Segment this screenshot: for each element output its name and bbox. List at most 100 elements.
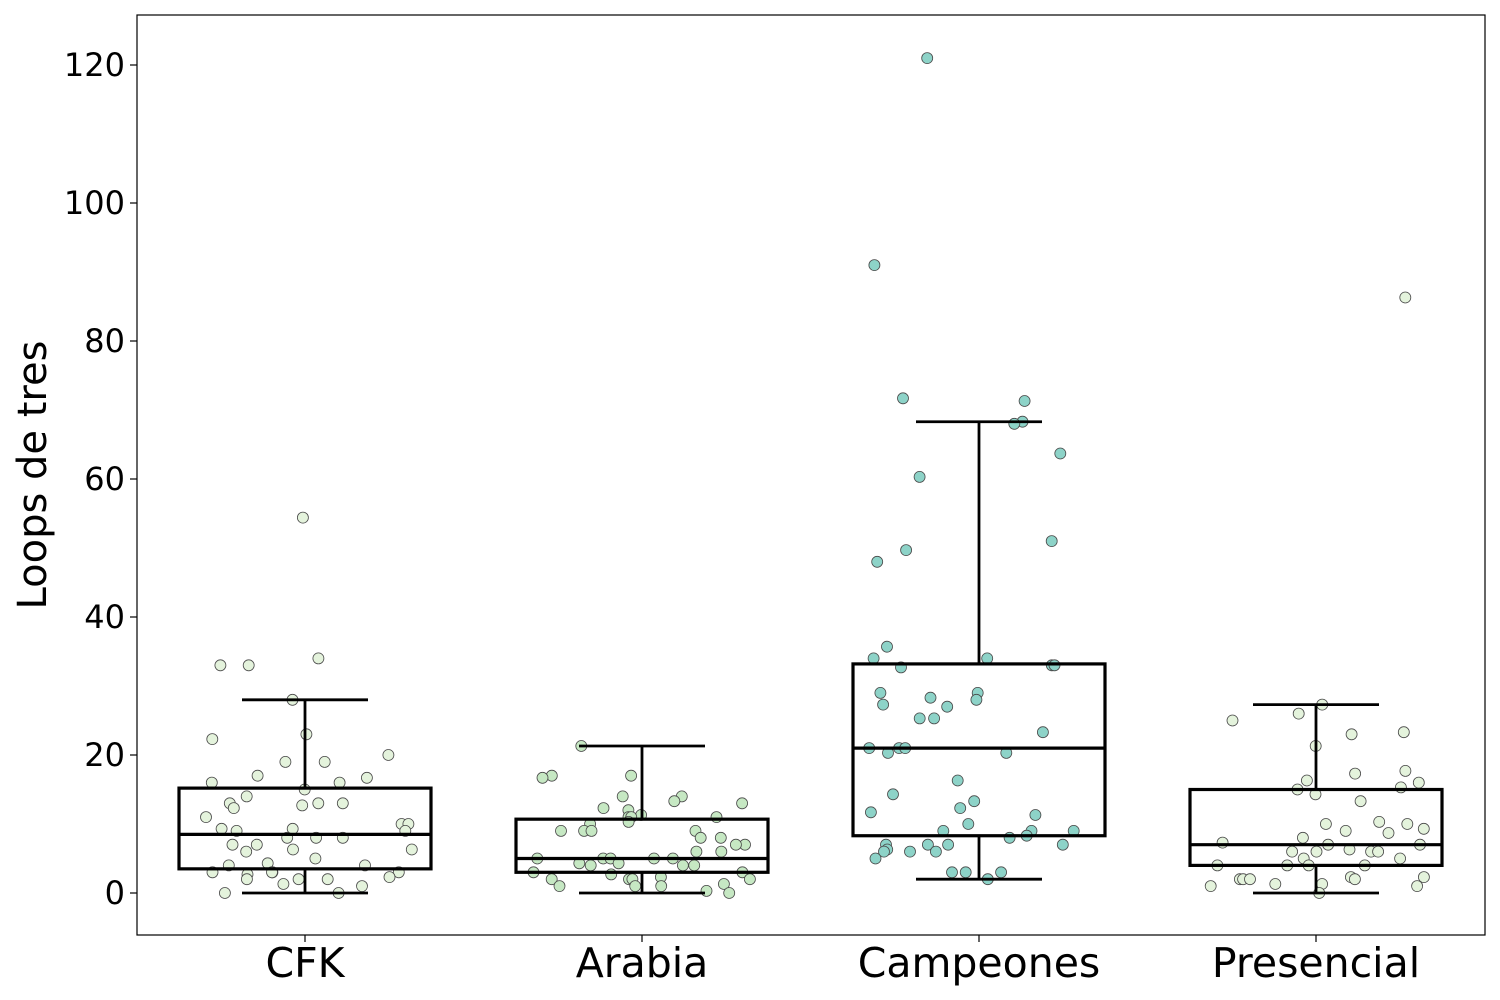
data-point-arabia <box>584 859 597 872</box>
data-point-arabia <box>585 825 598 837</box>
data-point-arabia <box>723 887 736 899</box>
data-point-campeones <box>924 691 937 704</box>
data-point-arabia <box>553 880 566 892</box>
boxes-layer <box>177 420 1444 895</box>
data-point-cfk <box>215 822 228 835</box>
data-point-cfk <box>240 873 253 886</box>
data-point-campeones <box>951 774 964 787</box>
data-point-arabia <box>736 797 748 810</box>
data-point-campeones <box>878 845 890 858</box>
data-point-presencial <box>1269 878 1282 890</box>
data-point-campeones <box>1008 417 1021 430</box>
data-point-campeones <box>881 640 893 653</box>
data-point-cfk <box>200 811 212 823</box>
data-point-presencial <box>1226 714 1239 727</box>
data-point-cfk <box>405 843 418 856</box>
data-point-campeones <box>867 652 880 665</box>
data-point-arabia <box>710 811 723 823</box>
data-point-cfk <box>360 771 373 784</box>
data-point-campeones <box>954 802 967 814</box>
data-point-presencial <box>1216 836 1229 849</box>
data-point-campeones <box>1054 447 1067 460</box>
data-point-campeones <box>1037 726 1049 739</box>
data-point-presencial <box>1395 781 1407 794</box>
data-point-arabia <box>715 845 728 858</box>
data-point-arabia <box>694 831 707 844</box>
data-point-arabia <box>718 878 730 890</box>
data-point-campeones <box>968 795 981 808</box>
data-point-arabia <box>536 771 549 784</box>
data-point-campeones <box>874 687 887 699</box>
data-point-presencial <box>1394 852 1406 865</box>
data-point-campeones <box>981 652 994 665</box>
x-category-label: CFK <box>265 939 345 987</box>
data-point-campeones <box>970 693 983 706</box>
data-point-cfk <box>312 652 325 665</box>
data-point-cfk <box>277 878 290 890</box>
data-point-cfk <box>312 797 325 810</box>
data-point-presencial <box>1320 818 1332 830</box>
y-tick-label: 60 <box>84 460 125 498</box>
data-point-presencial <box>1292 707 1305 720</box>
data-point-cfk <box>251 769 264 782</box>
data-point-presencial <box>1345 728 1358 741</box>
data-point-cfk <box>336 797 349 810</box>
data-point-campeones <box>1045 535 1058 547</box>
data-point-campeones <box>928 712 940 725</box>
data-point-campeones <box>930 845 942 858</box>
data-point-cfk <box>242 659 255 672</box>
data-point-cfk <box>214 659 227 672</box>
data-point-cfk <box>206 733 219 745</box>
data-point-presencial <box>1354 795 1367 808</box>
data-point-presencial <box>1286 845 1298 858</box>
data-point-cfk <box>296 511 309 524</box>
data-point-campeones <box>904 845 916 858</box>
data-point-arabia <box>677 859 689 872</box>
data-point-cfk <box>250 838 263 851</box>
data-point-cfk <box>318 756 331 768</box>
data-point-presencial <box>1349 873 1361 886</box>
data-point-campeones <box>897 392 909 405</box>
data-point-campeones <box>942 838 954 851</box>
data-point-cfk <box>292 873 305 886</box>
data-point-presencial <box>1339 825 1352 837</box>
data-point-arabia <box>668 795 681 808</box>
data-point-presencial <box>1399 765 1412 777</box>
data-point-cfk <box>287 843 299 856</box>
data-point-presencial <box>1412 776 1425 789</box>
y-tick-label: 40 <box>84 598 125 636</box>
data-point-arabia <box>744 873 756 886</box>
y-tick-label: 80 <box>84 322 125 360</box>
data-point-campeones <box>946 866 958 879</box>
y-tick-label: 0 <box>105 874 125 912</box>
data-point-campeones <box>921 52 934 64</box>
data-point-campeones <box>877 698 889 711</box>
data-point-arabia <box>629 880 642 892</box>
x-category-label: Presencial <box>1212 939 1420 987</box>
data-point-presencial <box>1301 774 1313 787</box>
data-point-campeones <box>869 852 882 865</box>
data-point-cfk <box>279 756 292 768</box>
data-point-arabia <box>616 790 629 803</box>
data-point-arabia <box>700 885 713 897</box>
data-point-arabia <box>690 845 703 858</box>
data-point-campeones <box>871 555 884 568</box>
data-point-cfk <box>382 749 395 761</box>
x-axis: CFK Arabia Campeones Presencial <box>265 935 1420 987</box>
data-point-cfk <box>321 873 334 886</box>
data-point-arabia <box>730 838 742 851</box>
data-point-presencial <box>1204 880 1217 892</box>
data-point-campeones <box>962 818 975 830</box>
data-point-campeones <box>913 470 926 483</box>
data-point-arabia <box>625 769 637 782</box>
data-point-cfk <box>226 838 239 851</box>
data-point-cfk <box>333 776 346 789</box>
y-axis: 0 20 40 60 80 100 120 <box>64 46 137 912</box>
data-point-campeones <box>922 838 934 851</box>
y-tick-label: 120 <box>64 46 125 84</box>
data-point-cfk <box>227 802 240 814</box>
data-point-campeones <box>1056 838 1069 851</box>
data-point-cfk <box>205 776 218 789</box>
data-point-campeones <box>941 700 954 713</box>
